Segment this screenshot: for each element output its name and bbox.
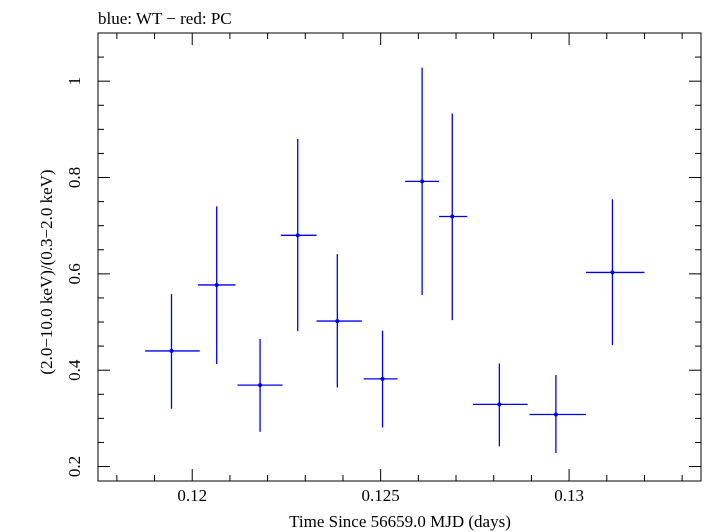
point-marker (214, 282, 219, 287)
data-point (529, 375, 587, 454)
x-axis-label: Time Since 56659.0 MJD (days) (289, 512, 511, 531)
x-tick-label: 0.13 (554, 486, 584, 505)
point-marker (380, 376, 385, 381)
y-tick-label: 0.4 (65, 359, 84, 381)
point-marker (420, 179, 425, 184)
tick-labels: 0.12 0.125 0.13 0.2 0.4 0.6 0.8 1 (65, 77, 584, 505)
plot-frame (97, 32, 702, 482)
data-points (145, 67, 645, 454)
data-point (405, 67, 440, 296)
data-point (363, 330, 398, 428)
data-point (586, 199, 645, 346)
point-marker (497, 402, 502, 407)
y-tick-label: 1 (65, 77, 84, 86)
data-point (472, 363, 528, 447)
y-tick-label: 0.8 (65, 167, 84, 188)
data-point (237, 338, 283, 432)
y-tick-label: 0.2 (65, 456, 84, 477)
chart-title: blue: WT − red: PC (98, 9, 232, 28)
x-tick-label: 0.12 (177, 486, 207, 505)
point-marker (335, 319, 340, 324)
data-point (280, 138, 317, 332)
point-marker (610, 270, 615, 275)
point-marker (553, 412, 558, 417)
data-point (439, 113, 468, 321)
y-axis-label: (2.0−10.0 keV)/(0.3−2.0 keV) (37, 169, 56, 374)
point-marker (169, 348, 174, 353)
data-point (197, 206, 236, 364)
axis-ticks (98, 32, 701, 481)
data-point (145, 294, 200, 409)
point-marker (450, 214, 455, 219)
y-tick-label: 0.6 (65, 263, 84, 284)
point-marker (258, 383, 263, 388)
data-point (316, 254, 362, 388)
point-marker (295, 233, 300, 238)
x-tick-label: 0.125 (362, 486, 400, 505)
